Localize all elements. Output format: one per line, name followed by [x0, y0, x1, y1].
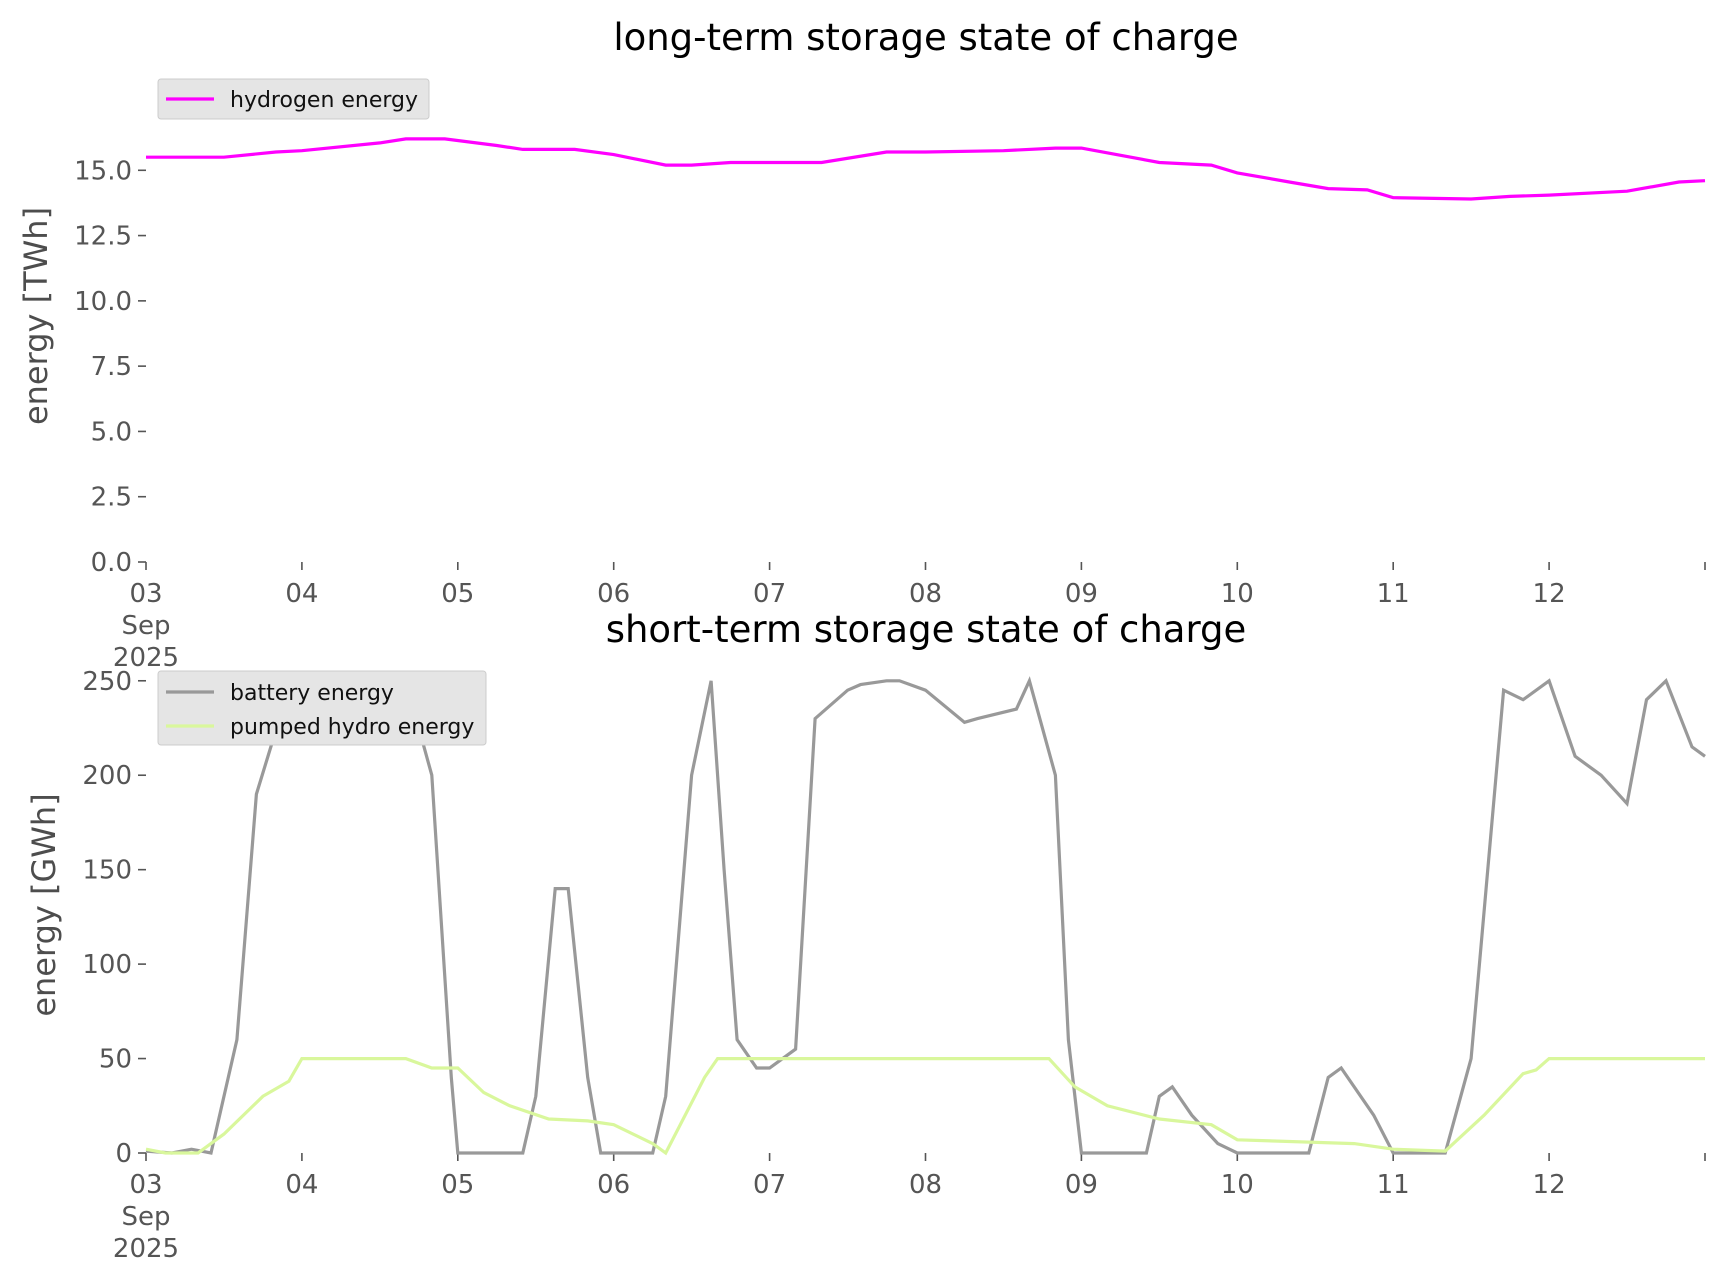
chart-title: short-term storage state of charge [606, 608, 1247, 651]
legend: battery energy pumped hydro energy [157, 670, 487, 746]
y-tick-label: 7.5 [91, 352, 132, 382]
x-tick-label: 05 [441, 1170, 474, 1200]
x-tick-label: 05 [441, 579, 474, 609]
legend: hydrogen energy [157, 78, 430, 120]
x-tick-label: 04 [285, 579, 318, 609]
y-tick-label: 2.5 [91, 483, 132, 513]
x-tick-label: 06 [597, 579, 630, 609]
legend-label-pumped-hydro-energy: pumped hydro energy [230, 715, 474, 740]
y-axis-label: energy [TWh] [17, 207, 55, 425]
x-tick-label: 11 [1377, 579, 1410, 609]
y-tick-label: 0 [115, 1139, 132, 1169]
x-tick-label: 08 [909, 579, 942, 609]
legend-label-hydrogen-energy: hydrogen energy [230, 88, 418, 113]
x-tick-label: 11 [1377, 1170, 1410, 1200]
series-line-battery-energy [145, 676, 1706, 1155]
y-tick-label: 100 [82, 950, 132, 980]
y-axis-label: energy [GWh] [25, 793, 63, 1016]
y-tick-label: 250 [82, 667, 132, 697]
y-tick-label: 5.0 [91, 417, 132, 447]
axis-ticks: 0 50 100 150 200 250 03 Sep 2025 04 05 06 07 08 09 10 11… [82, 667, 1706, 1264]
y-tick-label: 10.0 [74, 287, 132, 317]
x-tick-label: 07 [753, 579, 786, 609]
legend-box [157, 78, 430, 120]
long-term-storage-chart: long-term storage state of charge energy… [17, 16, 1706, 673]
x-tick-label: 09 [1065, 1170, 1098, 1200]
x-tick-label: 04 [285, 1170, 318, 1200]
x-tick-label: 03 Sep 2025 [113, 579, 179, 673]
y-tick-label: 15.0 [74, 156, 132, 186]
x-tick-label: 09 [1065, 579, 1098, 609]
y-tick-label: 150 [82, 856, 132, 886]
series-line-hydrogen-energy [146, 137, 1706, 201]
legend-label-battery-energy: battery energy [230, 681, 394, 706]
y-tick-label: 200 [82, 761, 132, 791]
x-tick-label: 07 [753, 1170, 786, 1200]
x-tick-label: 03 Sep 2025 [113, 1170, 179, 1264]
chart-title: long-term storage state of charge [613, 16, 1238, 59]
x-tick-label: 10 [1221, 579, 1254, 609]
x-tick-label: 08 [909, 1170, 942, 1200]
short-term-storage-chart: short-term storage state of charge energ… [25, 608, 1706, 1264]
x-tick-label: 06 [597, 1170, 630, 1200]
y-tick-label: 12.5 [74, 222, 132, 252]
legend-box [157, 670, 487, 746]
x-tick-label: 12 [1533, 1170, 1566, 1200]
x-tick-label: 10 [1221, 1170, 1254, 1200]
y-tick-label: 50 [99, 1045, 132, 1075]
axis-ticks: 0.0 2.5 5.0 7.5 10.0 12.5 15.0 03 Sep 2025 04 05 06 0… [74, 156, 1706, 673]
x-tick-label: 12 [1533, 579, 1566, 609]
y-tick-label: 0.0 [91, 548, 132, 578]
series-line-pumped-hydro-energy [145, 1057, 1705, 1156]
